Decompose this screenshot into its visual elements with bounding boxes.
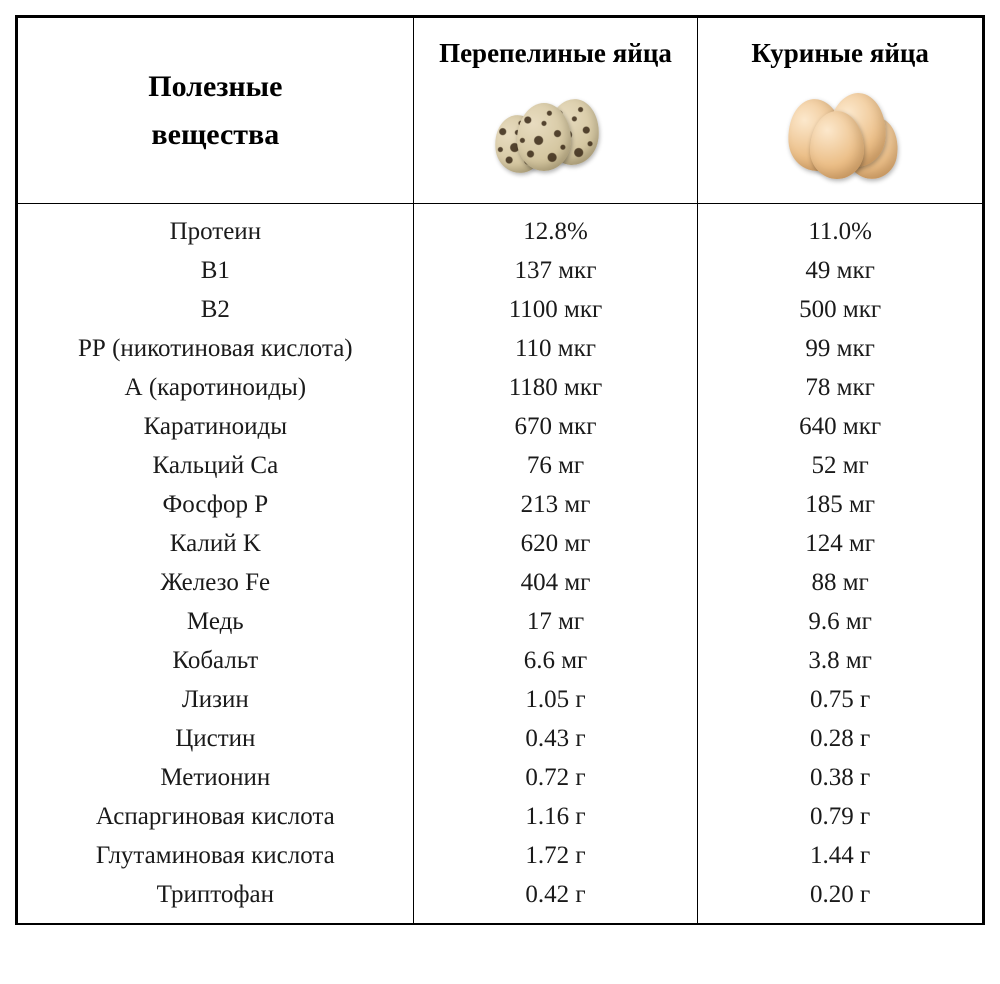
cell-quail-value: 76 мг bbox=[413, 447, 698, 486]
chicken-eggs-icon bbox=[770, 81, 910, 176]
cell-quail-value: 1.05 г bbox=[413, 681, 698, 720]
table-row: Триптофан0.42 г0.20 г bbox=[18, 876, 983, 924]
cell-chicken-value: 88 мг bbox=[698, 564, 983, 603]
cell-substance: В1 bbox=[18, 252, 414, 291]
cell-substance: Глутаминовая кислота bbox=[18, 837, 414, 876]
cell-substance: Железо Fe bbox=[18, 564, 414, 603]
header-chicken-eggs: Куриные яйца bbox=[698, 18, 983, 204]
table-row: Каратиноиды670 мкг640 мкг bbox=[18, 408, 983, 447]
cell-chicken-value: 9.6 мг bbox=[698, 603, 983, 642]
table-row: Метионин0.72 г0.38 г bbox=[18, 759, 983, 798]
cell-substance: Каратиноиды bbox=[18, 408, 414, 447]
cell-quail-value: 1180 мкг bbox=[413, 369, 698, 408]
comparison-table-wrapper: Полезные вещества Перепелиные яйца Курин… bbox=[15, 15, 985, 925]
cell-chicken-value: 0.28 г bbox=[698, 720, 983, 759]
table-row: Аспаргиновая кислота1.16 г0.79 г bbox=[18, 798, 983, 837]
cell-substance: В2 bbox=[18, 291, 414, 330]
cell-quail-value: 404 мг bbox=[413, 564, 698, 603]
cell-substance: Калий K bbox=[18, 525, 414, 564]
header-substances: Полезные вещества bbox=[18, 18, 414, 204]
header-quail-label: Перепелиные яйца bbox=[424, 38, 688, 69]
table-row: Кобальт6.6 мг3.8 мг bbox=[18, 642, 983, 681]
table-row: В21100 мкг500 мкг bbox=[18, 291, 983, 330]
header-substances-line1: Полезные bbox=[148, 70, 282, 103]
cell-quail-value: 1.72 г bbox=[413, 837, 698, 876]
cell-chicken-value: 0.79 г bbox=[698, 798, 983, 837]
cell-substance: РР (никотиновая кислота) bbox=[18, 330, 414, 369]
header-quail-eggs: Перепелиные яйца bbox=[413, 18, 698, 204]
cell-quail-value: 12.8% bbox=[413, 204, 698, 252]
cell-quail-value: 670 мкг bbox=[413, 408, 698, 447]
cell-chicken-value: 52 мг bbox=[698, 447, 983, 486]
nutrient-comparison-table: Полезные вещества Перепелиные яйца Курин… bbox=[17, 17, 983, 923]
cell-quail-value: 0.72 г bbox=[413, 759, 698, 798]
cell-chicken-value: 78 мкг bbox=[698, 369, 983, 408]
table-body: Протеин12.8%11.0%В1137 мкг49 мкгВ21100 м… bbox=[18, 204, 983, 924]
cell-substance: Фосфор P bbox=[18, 486, 414, 525]
cell-chicken-value: 500 мкг bbox=[698, 291, 983, 330]
cell-quail-value: 6.6 мг bbox=[413, 642, 698, 681]
cell-chicken-value: 99 мкг bbox=[698, 330, 983, 369]
table-row: Медь17 мг9.6 мг bbox=[18, 603, 983, 642]
cell-substance: Медь bbox=[18, 603, 414, 642]
cell-quail-value: 110 мкг bbox=[413, 330, 698, 369]
cell-chicken-value: 1.44 г bbox=[698, 837, 983, 876]
cell-substance: Кальций Ca bbox=[18, 447, 414, 486]
table-row: Калий K620 мг124 мг bbox=[18, 525, 983, 564]
table-row: РР (никотиновая кислота)110 мкг99 мкг bbox=[18, 330, 983, 369]
table-row: Кальций Ca76 мг52 мг bbox=[18, 447, 983, 486]
cell-chicken-value: 0.38 г bbox=[698, 759, 983, 798]
cell-quail-value: 620 мг bbox=[413, 525, 698, 564]
cell-quail-value: 137 мкг bbox=[413, 252, 698, 291]
cell-chicken-value: 49 мкг bbox=[698, 252, 983, 291]
cell-quail-value: 17 мг bbox=[413, 603, 698, 642]
cell-chicken-value: 124 мг bbox=[698, 525, 983, 564]
cell-substance: Триптофан bbox=[18, 876, 414, 924]
cell-quail-value: 1100 мкг bbox=[413, 291, 698, 330]
cell-substance: Протеин bbox=[18, 204, 414, 252]
quail-eggs-icon bbox=[485, 81, 625, 176]
table-row: Протеин12.8%11.0% bbox=[18, 204, 983, 252]
cell-quail-value: 213 мг bbox=[413, 486, 698, 525]
header-chicken-label: Куриные яйца bbox=[708, 38, 972, 69]
cell-chicken-value: 640 мкг bbox=[698, 408, 983, 447]
cell-substance: А (каротиноиды) bbox=[18, 369, 414, 408]
cell-substance: Кобальт bbox=[18, 642, 414, 681]
table-header-row: Полезные вещества Перепелиные яйца Курин… bbox=[18, 18, 983, 204]
cell-chicken-value: 3.8 мг bbox=[698, 642, 983, 681]
cell-chicken-value: 0.20 г bbox=[698, 876, 983, 924]
cell-chicken-value: 185 мг bbox=[698, 486, 983, 525]
table-row: Цистин0.43 г0.28 г bbox=[18, 720, 983, 759]
cell-chicken-value: 11.0% bbox=[698, 204, 983, 252]
cell-substance: Метионин bbox=[18, 759, 414, 798]
table-row: Глутаминовая кислота1.72 г1.44 г bbox=[18, 837, 983, 876]
cell-chicken-value: 0.75 г bbox=[698, 681, 983, 720]
table-row: Фосфор P213 мг185 мг bbox=[18, 486, 983, 525]
table-row: В1137 мкг49 мкг bbox=[18, 252, 983, 291]
table-row: А (каротиноиды)1180 мкг78 мкг bbox=[18, 369, 983, 408]
table-row: Лизин1.05 г0.75 г bbox=[18, 681, 983, 720]
cell-quail-value: 1.16 г bbox=[413, 798, 698, 837]
header-substances-line2: вещества bbox=[151, 118, 279, 151]
cell-quail-value: 0.43 г bbox=[413, 720, 698, 759]
cell-substance: Аспаргиновая кислота bbox=[18, 798, 414, 837]
cell-substance: Лизин bbox=[18, 681, 414, 720]
table-row: Железо Fe404 мг88 мг bbox=[18, 564, 983, 603]
cell-quail-value: 0.42 г bbox=[413, 876, 698, 924]
cell-substance: Цистин bbox=[18, 720, 414, 759]
